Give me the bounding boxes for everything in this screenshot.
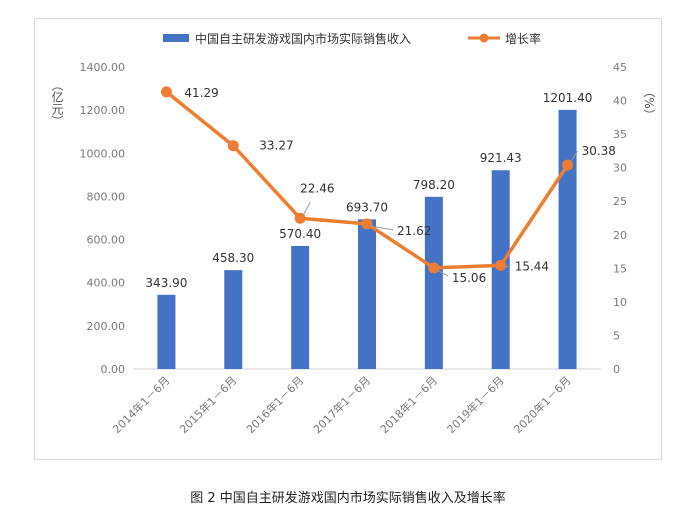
right-tick-label: 35 [613,128,627,141]
legend-line-marker [479,33,489,43]
growth-point [227,140,239,152]
left-tick-label: 0.00 [101,363,126,376]
bar-value-label: 798.20 [413,178,455,192]
x-tick-label: 2016年1－6月 [243,373,306,436]
bar-value-label: 693.70 [346,200,388,214]
legend-line-label: 增长率 [505,31,541,46]
growth-label-leader [302,202,311,216]
legend-bar-swatch [163,34,189,42]
left-axis-label: （亿元） [50,79,64,127]
left-tick-label: 1200.00 [80,104,126,117]
bar-value-label: 570.40 [279,227,321,241]
growth-label-leader [369,225,394,231]
growth-label-leader [436,269,449,277]
left-tick-label: 200.00 [87,320,126,333]
bar [291,245,310,369]
growth-value-label: 21.62 [397,224,431,238]
bar [224,270,243,369]
x-axis-ticks: 2014年1－6月 2015年1－6月 2016年1－6月 2017年1－6月 2018… [110,373,574,436]
legend-bar-label: 中国自主研发游戏国内市场实际销售收入 [195,31,411,46]
growth-labels: 41.29 33.27 22.46 21.62 15.06 15.44 30.38 [184,86,616,285]
bar-value-label: 343.90 [145,276,187,290]
right-tick-label: 45 [613,61,627,74]
growth-label-leader [570,150,578,163]
x-tick-label: 2019年1－6月 [444,373,507,436]
growth-value-label: 33.27 [259,139,293,153]
combo-chart: 中国自主研发游戏国内市场实际销售收入 增长率 （亿元） （%） 0.00200.… [50,31,656,436]
left-axis-unit: （亿元） [50,79,64,127]
growth-point [294,212,306,224]
growth-value-label: 41.29 [184,86,218,100]
right-tick-label: 20 [613,229,627,242]
left-tick-label: 1400.00 [80,61,126,74]
chart-frame: 中国自主研发游戏国内市场实际销售收入 增长率 （亿元） （%） 0.00 200.… [34,18,662,460]
bar [424,196,443,369]
right-tick-label: 0 [613,363,620,376]
right-tick-label: 10 [613,296,627,309]
growth-value-label: 15.44 [515,259,549,273]
growth-point [428,262,440,274]
right-tick-label: 15 [613,262,627,275]
left-tick-label: 600.00 [87,234,126,247]
x-tick-label: 2014年1－6月 [110,373,173,436]
growth-value-label: 15.06 [452,271,486,285]
bar [157,294,176,369]
bar-labels: 343.90 458.30 570.40 693.70 798.20 921.43 1201… [145,91,592,290]
left-tick-label: 400.00 [87,277,126,290]
right-tick-label: 30 [613,162,627,175]
growth-value-label: 30.38 [582,144,616,158]
right-tick-label: 5 [613,329,620,342]
growth-point [160,86,172,98]
bar [558,109,577,370]
growth-line-series [160,86,574,274]
bars [157,109,577,370]
bar-value-label: 1201.40 [543,91,593,105]
growth-point [562,159,574,171]
legend: 中国自主研发游戏国内市场实际销售收入 增长率 [163,31,541,46]
bar [358,219,376,369]
x-tick-label: 2015年1－6月 [176,373,239,436]
growth-label-leader [503,264,511,268]
bar-value-label: 458.30 [212,251,254,265]
x-tick-label: 2018年1－6月 [377,373,440,436]
growth-value-label: 22.46 [300,181,334,195]
right-tick-label: 40 [613,95,627,108]
x-tick-label: 2017年1－6月 [310,373,373,436]
right-axis-ticks: 0 5 10 15 20 25 30 35 40 45 [613,61,627,376]
figure-caption: 图 2 中国自主研发游戏国内市场实际销售收入及增长率 [190,491,506,506]
left-axis-ticks: 0.00 200.00 400.00 600.00 800.00 1000.00 1200.… [80,61,126,376]
bar-value-label: 921.43 [480,151,522,165]
right-tick-label: 25 [613,195,627,208]
growth-point [361,218,373,230]
right-axis-unit: （%） [642,85,656,120]
left-tick-label: 1000.00 [80,147,126,160]
growth-point [495,259,507,271]
x-tick-label: 2020年1－6月 [511,373,574,436]
left-tick-label: 800.00 [87,190,126,203]
right-axis-label: （%） [642,85,656,120]
